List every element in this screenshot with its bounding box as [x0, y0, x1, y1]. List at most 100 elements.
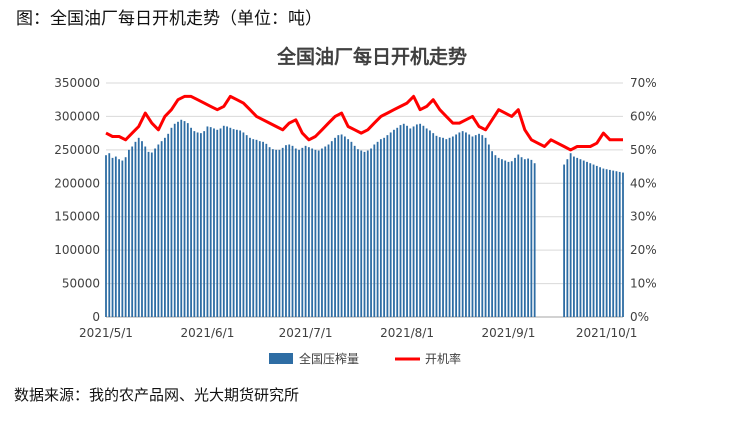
x-tick-label: 2021/6/1 — [180, 326, 234, 340]
bar — [504, 160, 507, 317]
left-axis-ticks: 350000 300000 250000 200000 150000 100000 5000… — [54, 76, 100, 324]
bar — [602, 168, 605, 317]
bar — [160, 141, 163, 317]
bar — [114, 156, 117, 317]
bar — [258, 141, 261, 317]
bar — [330, 141, 333, 317]
bar — [481, 135, 484, 317]
y-right-tick-label: 70% — [630, 76, 657, 90]
bar — [154, 148, 156, 317]
bar — [219, 128, 222, 317]
bar — [141, 141, 143, 317]
bar — [350, 141, 353, 317]
bar — [461, 131, 464, 317]
bar — [111, 157, 114, 317]
bar — [366, 150, 369, 317]
bar — [157, 144, 160, 317]
bar — [589, 163, 592, 317]
bar — [573, 156, 575, 317]
bar — [520, 157, 523, 317]
bar — [523, 159, 526, 317]
bar — [396, 127, 399, 318]
bar — [229, 127, 232, 318]
bar — [170, 127, 173, 318]
bar — [448, 137, 451, 317]
bar — [265, 143, 268, 317]
bar — [180, 119, 183, 318]
bar — [527, 158, 530, 317]
bar — [595, 165, 598, 317]
bar — [278, 149, 281, 317]
y-left-tick-label: 300000 — [54, 109, 100, 123]
bar — [222, 125, 225, 317]
bar — [442, 137, 444, 317]
bar — [412, 126, 415, 317]
bar — [213, 128, 215, 317]
y-right-tick-label: 20% — [630, 243, 657, 257]
bar — [193, 131, 196, 317]
bar — [216, 129, 219, 317]
bar — [455, 134, 458, 317]
bar — [510, 161, 513, 317]
bar — [415, 124, 418, 317]
y-left-tick-label: 100000 — [54, 243, 100, 257]
y-left-tick-label: 150000 — [54, 210, 100, 224]
right-axis-ticks: 70% 60% 50% 40% 30% 20% 10% 0% — [630, 76, 657, 324]
bar — [245, 135, 248, 317]
bar — [118, 159, 120, 317]
bar — [203, 131, 206, 317]
bar — [478, 133, 480, 317]
bar — [343, 136, 346, 317]
bar — [298, 149, 300, 317]
bar — [105, 155, 107, 317]
bar — [530, 159, 533, 317]
source-note: 数据来源：我的农产品网、光大期货研究所 — [14, 386, 300, 404]
bar — [108, 153, 111, 317]
bar — [124, 157, 127, 317]
bar — [507, 161, 510, 317]
y-right-tick-label: 30% — [630, 210, 657, 224]
bar — [357, 149, 359, 317]
x-axis-ticks: 2021/5/1 2021/6/1 2021/7/1 2021/8/1 2021/9/1… — [79, 326, 637, 340]
bar — [563, 164, 566, 317]
bar — [422, 125, 425, 317]
bar — [314, 149, 317, 317]
bar — [487, 144, 490, 317]
bar — [150, 152, 153, 317]
bar — [599, 167, 601, 317]
bar — [321, 148, 323, 317]
bar — [484, 137, 487, 317]
x-tick-label: 2021/10/1 — [576, 326, 638, 340]
bar — [353, 145, 356, 317]
bar — [425, 128, 428, 317]
bar — [340, 134, 343, 317]
bar — [576, 157, 579, 317]
bar — [406, 125, 408, 317]
bar — [429, 130, 431, 317]
bar — [249, 137, 251, 317]
bar — [605, 169, 608, 317]
bar — [311, 148, 314, 317]
bar — [399, 125, 402, 318]
bar — [474, 135, 477, 317]
bar — [612, 170, 615, 317]
line-series — [105, 94, 623, 152]
x-tick-label: 2021/5/1 — [79, 326, 133, 340]
bar — [137, 137, 140, 317]
bar — [242, 132, 245, 317]
bar — [393, 129, 395, 317]
y-right-tick-label: 60% — [630, 109, 657, 123]
bar — [275, 149, 278, 317]
legend-swatch-bar — [269, 353, 293, 364]
bar — [163, 137, 166, 317]
bar — [268, 147, 271, 317]
bar — [285, 145, 287, 317]
bar — [438, 137, 441, 317]
y-right-tick-label: 10% — [630, 277, 657, 291]
bar — [579, 159, 582, 317]
bar — [183, 121, 186, 317]
bar — [517, 154, 520, 317]
y-left-tick-label: 50000 — [62, 277, 100, 291]
bar — [255, 139, 258, 317]
bar — [173, 123, 176, 317]
